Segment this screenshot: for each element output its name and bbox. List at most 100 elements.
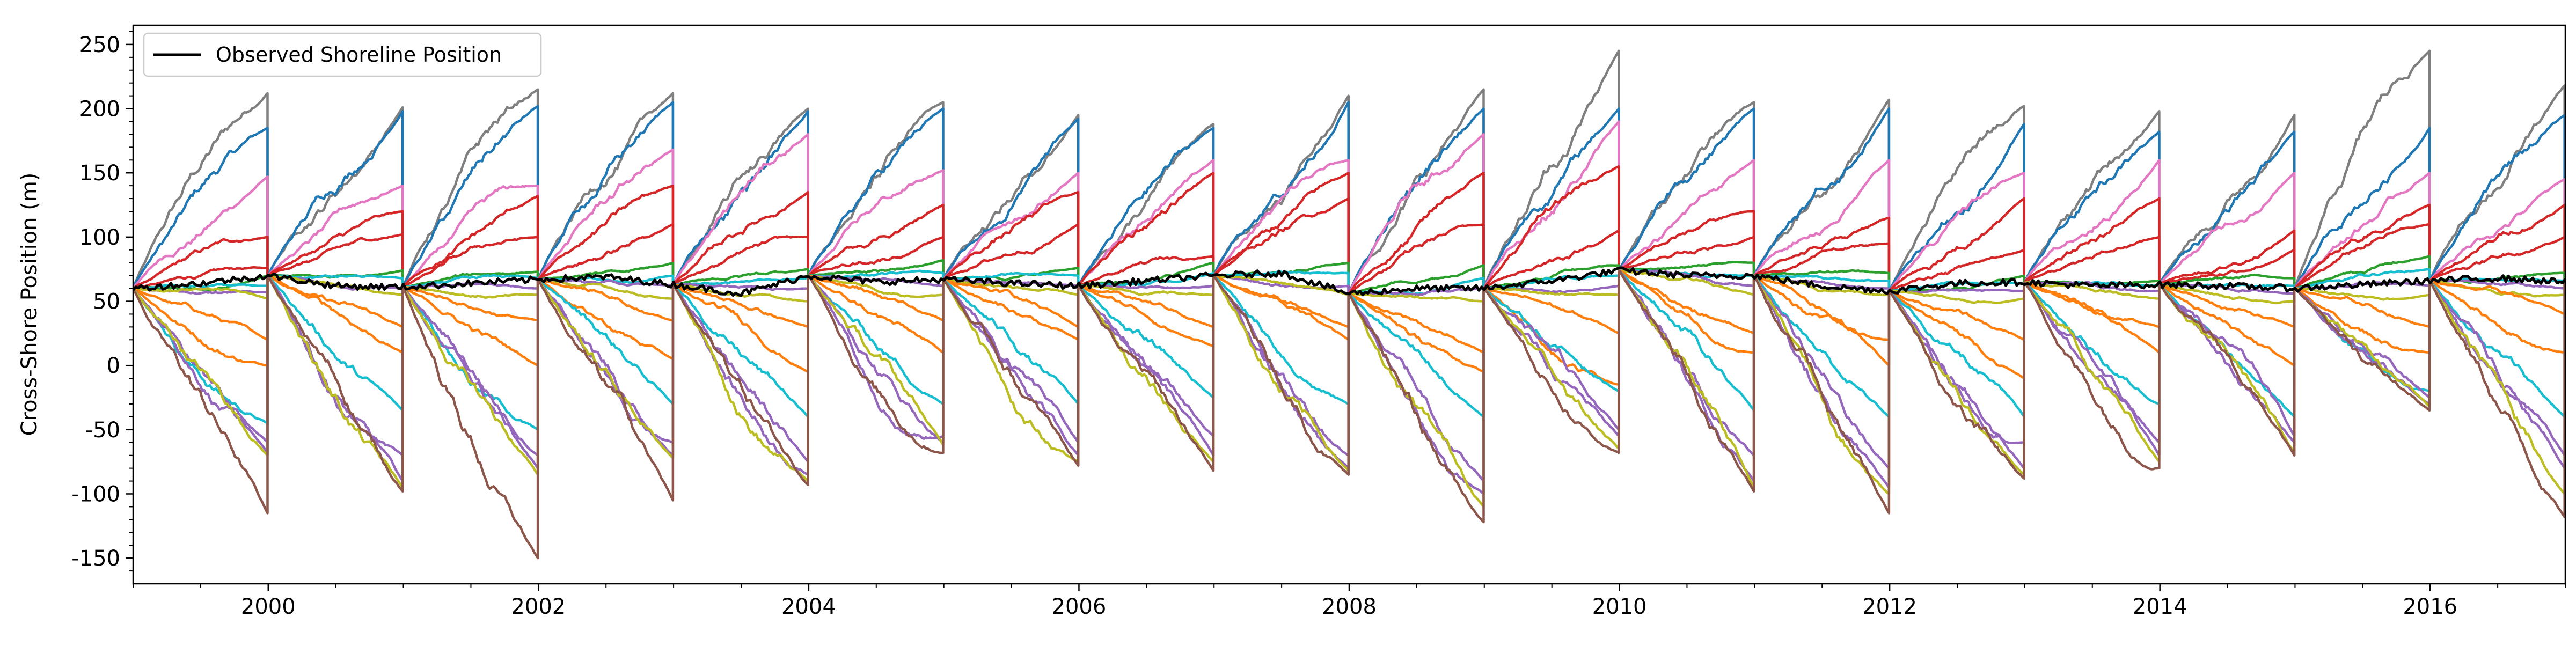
forecast-line-2014-member-0 xyxy=(2158,114,2296,289)
forecast-line-2006-member-15 xyxy=(1078,275,1215,472)
forecast-line-2006-member-3 xyxy=(1078,171,1215,287)
forecast-line-2007-member-8 xyxy=(1213,274,1350,296)
forecast-line-1999-member-8 xyxy=(133,275,269,300)
forecast-line-2004-member-10 xyxy=(808,274,945,354)
forecast-line-1999-member-9 xyxy=(133,275,269,341)
forecast-line-2016-member-0 xyxy=(2429,84,2565,282)
x-tick-label: 2016 xyxy=(2403,594,2457,619)
forecast-line-2006-member-1 xyxy=(1078,127,1215,287)
forecast-line-2014-member-12 xyxy=(2158,284,2296,438)
forecast-line-2003-member-3 xyxy=(672,190,809,285)
y-tick-label: 250 xyxy=(79,33,120,57)
forecast-line-2010-member-3 xyxy=(1619,210,1755,276)
observed-shoreline-line xyxy=(133,266,2565,297)
forecast-line-2011-member-2 xyxy=(1753,159,1891,291)
forecast-line-2016-member-3 xyxy=(2429,203,2565,282)
forecast-line-2016-member-10 xyxy=(2429,280,2565,354)
forecast-line-2007-member-7 xyxy=(1214,274,1350,294)
forecast-line-2016-member-11 xyxy=(2429,280,2565,419)
forecast-line-2001-member-14 xyxy=(402,279,539,476)
x-tick-label: 2006 xyxy=(1052,594,1107,619)
forecast-line-2010-member-5 xyxy=(1619,261,1755,276)
y-tick-label: -50 xyxy=(85,418,120,443)
forecast-line-2016-member-12 xyxy=(2429,280,2565,457)
forecast-line-2005-member-8 xyxy=(943,278,1080,296)
forecast-line-2008-member-3 xyxy=(1348,171,1485,295)
forecast-line-2011-member-5 xyxy=(1754,269,1891,291)
forecast-line-2004-member-15 xyxy=(807,275,945,454)
forecast-line-2009-member-9 xyxy=(1484,270,1620,335)
forecast-line-2013-member-4 xyxy=(2024,236,2161,285)
forecast-line-2016-member-4 xyxy=(2429,236,2565,282)
forecast-line-2014-member-8 xyxy=(2160,283,2296,305)
forecast-line-2012-member-2 xyxy=(1889,171,2025,292)
forecast-line-2007-member-10 xyxy=(1213,274,1350,341)
forecast-line-2005-member-1 xyxy=(942,118,1080,286)
y-tick-label: 0 xyxy=(107,354,120,378)
x-tick-label: 2004 xyxy=(781,594,836,619)
forecast-line-2010-member-10 xyxy=(1619,269,1755,354)
forecast-line-2001-member-12 xyxy=(402,279,539,457)
axes-layer: -150 -100 -50 0 50 100 150 200 250 2000 2002 2004 20… xyxy=(71,31,2566,619)
forecast-line-1999-member-15 xyxy=(133,275,269,515)
forecast-line-2003-member-11 xyxy=(672,275,809,419)
forecast-line-1999-member-1 xyxy=(133,127,269,289)
forecast-line-2003-member-7 xyxy=(673,275,809,291)
forecast-line-2004-member-4 xyxy=(808,236,945,280)
forecast-line-2008-member-9 xyxy=(1348,288,1485,354)
forecast-line-2001-member-8 xyxy=(403,279,539,299)
forecast-line-2011-member-11 xyxy=(1753,275,1891,419)
forecast-line-2008-member-7 xyxy=(1349,287,1484,297)
forecast-line-2013-member-3 xyxy=(2024,197,2161,285)
y-tick-label: 200 xyxy=(79,97,120,122)
forecast-line-2001-member-3 xyxy=(402,195,539,288)
forecast-line-2009-member-5 xyxy=(1484,264,1620,290)
forecast-line-2015-member-9 xyxy=(2294,281,2431,328)
forecast-line-2009-member-2 xyxy=(1483,120,1620,289)
forecast-line-2005-member-4 xyxy=(943,223,1080,286)
forecast-line-2015-member-4 xyxy=(2294,223,2431,290)
forecast-line-2004-member-12 xyxy=(808,275,945,440)
forecast-line-2015-member-13 xyxy=(2294,281,2431,406)
forecast-line-2006-member-10 xyxy=(1078,275,1215,348)
forecast-line-2016-member-2 xyxy=(2429,178,2565,282)
forecast-line-2011-member-4 xyxy=(1754,242,1891,291)
forecast-line-2015-member-8 xyxy=(2295,281,2431,301)
forecast-line-2000-member-3 xyxy=(267,210,404,288)
x-tick-label: 2000 xyxy=(241,594,296,619)
forecast-line-2004-member-9 xyxy=(808,274,945,322)
forecast-line-2003-member-5 xyxy=(673,268,809,286)
y-tick-label: -100 xyxy=(71,482,120,506)
forecast-line-2003-member-1 xyxy=(672,110,809,285)
y-tick-label: 100 xyxy=(79,225,120,250)
forecast-line-2007-member-6 xyxy=(1214,270,1350,294)
forecast-line-2012-member-8 xyxy=(1889,282,2025,304)
forecast-line-2011-member-12 xyxy=(1753,275,1891,469)
forecast-line-2013-member-8 xyxy=(2024,281,2161,300)
y-axis-label: Cross-Shore Position (m) xyxy=(17,173,42,436)
legend: Observed Shoreline Position xyxy=(143,32,542,77)
forecast-line-2000-member-2 xyxy=(267,184,404,288)
forecast-line-2000-member-4 xyxy=(267,233,404,288)
forecast-line-2016-member-14 xyxy=(2429,280,2565,495)
forecast-line-2007-member-4 xyxy=(1213,197,1350,294)
x-tick-label: 2010 xyxy=(1592,594,1647,619)
forecast-line-2014-member-3 xyxy=(2159,229,2296,289)
forecast-line-1999-member-10 xyxy=(133,275,269,367)
forecast-line-1999-member-2 xyxy=(133,175,269,289)
forecast-line-2005-member-2 xyxy=(942,171,1080,286)
forecast-line-2009-member-4 xyxy=(1483,229,1620,290)
forecast-line-2009-member-8 xyxy=(1484,270,1620,296)
forecast-line-2010-member-1 xyxy=(1618,107,1755,276)
forecast-line-2014-member-4 xyxy=(2159,248,2296,289)
forecast-line-2014-member-15 xyxy=(2158,284,2296,457)
forecast-line-2000-member-1 xyxy=(267,110,404,288)
forecast-line-2005-member-10 xyxy=(943,278,1080,341)
forecast-line-2015-member-1 xyxy=(2294,127,2431,289)
forecast-line-2000-member-10 xyxy=(267,274,404,354)
forecast-line-2006-member-9 xyxy=(1078,275,1215,328)
forecast-line-2001-member-13 xyxy=(402,279,539,469)
forecast-line-2014-member-1 xyxy=(2158,130,2296,289)
forecast-line-2009-member-14 xyxy=(1483,270,1620,450)
